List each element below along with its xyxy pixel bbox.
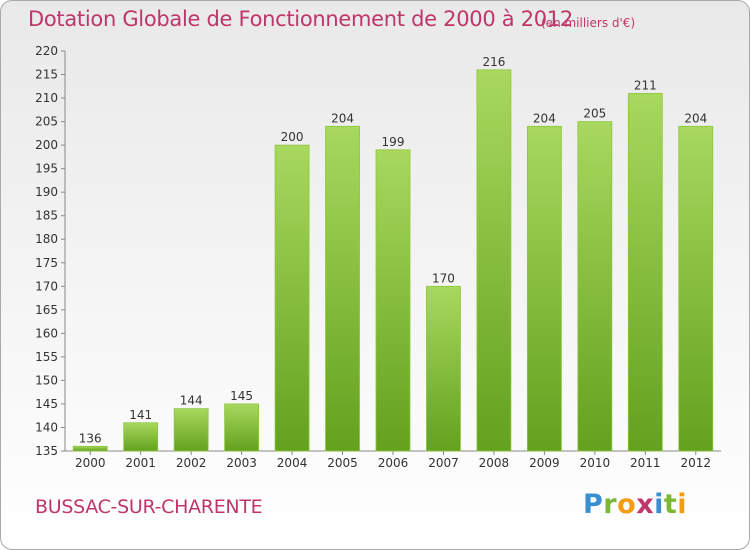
y-tick-label: 220 (35, 44, 58, 58)
x-tick-label: 2010 (580, 456, 611, 470)
value-label: 205 (583, 107, 606, 121)
value-label: 204 (533, 111, 556, 125)
bar (426, 285, 461, 452)
x-tick-label: 2012 (680, 456, 711, 470)
chart-unit: (en milliers d'€) (541, 16, 636, 30)
y-tick-label: 185 (35, 209, 58, 223)
bar (678, 125, 714, 452)
bar (72, 445, 108, 452)
bar (173, 408, 209, 452)
x-tick-label: 2005 (327, 456, 358, 470)
y-tick-label: 165 (35, 303, 58, 317)
bar (627, 92, 663, 452)
x-tick-label: 2001 (125, 456, 156, 470)
y-tick-label: 180 (35, 232, 58, 246)
y-tick-label: 205 (35, 115, 58, 129)
y-tick-label: 135 (35, 444, 58, 458)
y-tick-label: 170 (35, 279, 58, 293)
value-label: 204 (684, 111, 707, 125)
y-tick-label: 160 (35, 326, 58, 340)
y-tick-label: 155 (35, 350, 58, 364)
x-tick-label: 2011 (630, 456, 661, 470)
bar (375, 149, 411, 452)
labels: 136 2000 141 2001 144 2002 145 2003 200 2004 204 20… (75, 55, 711, 470)
bar (526, 125, 562, 452)
logo-letter: P (583, 489, 604, 520)
value-label: 144 (180, 394, 203, 408)
x-tick-label: 2008 (479, 456, 510, 470)
chart-title: Dotation Globale de Fonctionnement de 20… (28, 7, 573, 31)
value-label: 199 (382, 135, 405, 149)
value-label: 211 (634, 78, 657, 92)
value-label: 204 (331, 111, 354, 125)
x-tick-label: 2003 (226, 456, 257, 470)
value-label: 200 (281, 130, 304, 144)
bars (72, 69, 714, 452)
value-label: 170 (432, 271, 455, 285)
logo-letter: i (654, 489, 664, 520)
y-tick-label: 150 (35, 373, 58, 387)
value-label: 216 (482, 55, 505, 69)
y-tick-label: 215 (35, 68, 58, 82)
logo-letter: i (677, 489, 688, 520)
bar (577, 121, 613, 452)
logo-letter: r (603, 489, 618, 520)
y-tick-label: 175 (35, 256, 58, 270)
bar (476, 69, 512, 452)
x-tick-label: 2009 (529, 456, 560, 470)
bar (325, 125, 360, 452)
bar (123, 422, 159, 452)
axes: 135 140 145 150 155 160 165 170 175 180 185 190 195 2… (35, 44, 721, 458)
logo-letter: x (636, 489, 655, 520)
value-label: 136 (79, 431, 102, 445)
y-tick-label: 210 (35, 91, 58, 105)
y-tick-label: 145 (35, 397, 58, 411)
y-tick-label: 140 (35, 420, 58, 434)
bar (274, 144, 310, 452)
logo-letter: t (663, 489, 678, 520)
x-tick-label: 2004 (277, 456, 308, 470)
proxiti-logo: Proxiti (583, 489, 687, 520)
y-tick-label: 190 (35, 185, 58, 199)
x-tick-label: 2006 (378, 456, 409, 470)
commune-name: BUSSAC-SUR-CHARENTE (35, 496, 263, 518)
y-tick-label: 195 (35, 162, 58, 176)
x-tick-label: 2002 (176, 456, 207, 470)
bar (224, 403, 260, 452)
value-label: 141 (129, 408, 152, 422)
x-tick-label: 2000 (75, 456, 106, 470)
value-label: 145 (230, 389, 253, 403)
x-tick-label: 2007 (428, 456, 459, 470)
logo-letter: o (617, 489, 637, 520)
y-tick-label: 200 (35, 138, 58, 152)
